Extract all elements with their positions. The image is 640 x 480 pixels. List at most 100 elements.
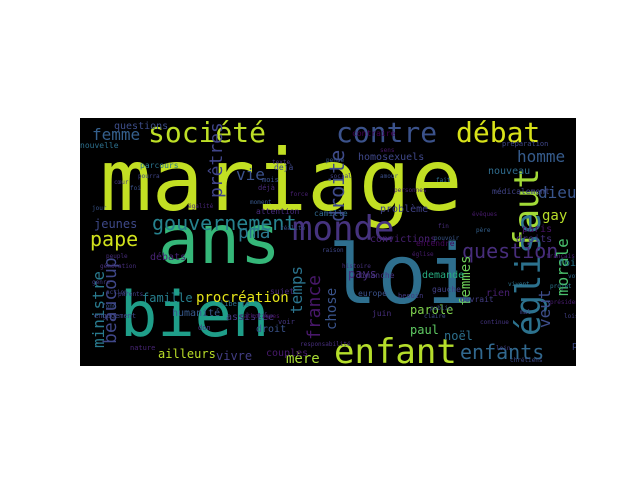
- cloud-word: chose: [324, 288, 340, 330]
- cloud-word: ministre: [89, 271, 108, 348]
- cloud-word: cœur: [114, 179, 129, 186]
- cloud-word: sens: [380, 147, 395, 154]
- cloud-word: dejà: [274, 163, 293, 172]
- cloud-word: droit: [256, 324, 286, 335]
- cloud-word: besoin: [398, 292, 423, 300]
- cloud-word: français: [546, 253, 575, 260]
- cloud-word: gay: [542, 208, 567, 224]
- cloud-word: pma: [238, 222, 271, 243]
- cloud-word: fin: [438, 223, 449, 230]
- cloud-word: projet: [550, 283, 572, 290]
- cloud-word: débat: [456, 118, 540, 149]
- cloud-word: débats: [150, 251, 186, 263]
- cloud-word: rien: [486, 288, 510, 299]
- cloud-word: beaucoup: [100, 257, 121, 344]
- cloud-word: enfant: [334, 332, 457, 366]
- cloud-word: femme: [92, 125, 140, 144]
- cloud-word: église: [412, 251, 434, 258]
- cloud-word: préparation: [502, 140, 548, 148]
- cloud-word: monde: [292, 209, 394, 249]
- cloud-word: amour: [380, 173, 398, 180]
- cloud-word: génération: [100, 263, 137, 270]
- cloud-word: gouvernement: [152, 211, 297, 235]
- cloud-word: convictions: [370, 234, 436, 245]
- cloud-word: loi: [328, 228, 476, 323]
- cloud-word: ans: [158, 201, 281, 280]
- cloud-word: force: [290, 191, 308, 198]
- cloud-word: paul: [410, 323, 439, 337]
- cloud-word: médicalement: [492, 186, 550, 196]
- cloud-word: mariage: [100, 131, 462, 231]
- cloud-word: catholiques: [240, 313, 280, 320]
- cloud-word: question: [462, 239, 558, 263]
- cloud-word: parcours: [140, 161, 179, 170]
- cloud-word: nouvelle: [80, 141, 119, 150]
- cloud-word: mal: [520, 309, 531, 316]
- cloud-word: attention: [256, 207, 300, 216]
- cloud-word: raison: [322, 247, 344, 254]
- cloud-word: entendre: [416, 239, 455, 248]
- cloud-word: mois: [262, 176, 279, 184]
- cloud-word: mère: [286, 351, 320, 366]
- cloud-word: continue: [480, 319, 509, 326]
- cloud-word: pense: [326, 157, 344, 164]
- cloud-word: jeunes: [94, 217, 137, 231]
- cloud-word: temps: [287, 266, 306, 314]
- cloud-word: vie: [236, 165, 265, 184]
- cloud-word: fois: [558, 258, 576, 269]
- cloud-word: nature: [130, 344, 155, 352]
- cloud-word: paris: [522, 224, 552, 235]
- cloud-word: pays: [348, 267, 377, 281]
- cloud-word: couples: [266, 348, 308, 359]
- cloud-word: parents: [118, 291, 144, 298]
- cloud-word: contre: [336, 118, 437, 149]
- cloud-word: pouvoir: [434, 235, 460, 242]
- cloud-word: église: [509, 213, 549, 336]
- cloud-word: france: [304, 275, 325, 340]
- cloud-word: action: [106, 289, 128, 296]
- cloud-word: famille: [142, 291, 193, 305]
- cloud-word: gauche: [432, 285, 461, 294]
- cloud-word: jour: [92, 205, 107, 212]
- cloud-word: peuple: [106, 253, 128, 260]
- cloud-word: contraire: [352, 129, 396, 138]
- cloud-word: europe: [358, 289, 387, 298]
- cloud-word: demande: [422, 270, 464, 281]
- cloud-word: évêques: [472, 211, 498, 218]
- cloud-word: camille: [314, 209, 348, 218]
- cloud-word: dimanche: [356, 271, 395, 280]
- cloud-word: égalité: [188, 203, 214, 210]
- word-cloud: mariage loi ans bien société contre débat monde…: [80, 118, 576, 366]
- cloud-word: questions: [114, 121, 168, 132]
- cloud-word: dieu: [538, 183, 576, 202]
- cloud-word: bien: [120, 278, 269, 351]
- cloud-word: devrait: [460, 295, 494, 304]
- cloud-word: point: [572, 341, 576, 351]
- cloud-word: nouveau: [488, 166, 530, 177]
- cloud-word: humanité: [172, 307, 220, 319]
- cloud-word: problème: [380, 203, 428, 215]
- cloud-word: vote: [568, 273, 576, 280]
- cloud-word: homme: [517, 147, 565, 166]
- cloud-word: noël: [444, 329, 473, 343]
- cloud-word: personnes: [394, 187, 427, 194]
- cloud-word: public: [430, 305, 452, 312]
- cloud-word: déjà: [258, 184, 275, 192]
- cloud-word: veut: [535, 289, 554, 328]
- cloud-word: faut: [507, 168, 547, 250]
- cloud-word: sujet: [270, 287, 294, 296]
- cloud-word: société: [148, 118, 266, 149]
- cloud-word: don: [198, 324, 211, 332]
- cloud-word: procréation: [196, 290, 289, 306]
- cloud-word: femmes: [458, 255, 474, 306]
- cloud-word: fond: [102, 303, 117, 310]
- cloud-word: lois: [564, 313, 576, 320]
- cloud-word: vivent: [508, 281, 530, 288]
- cloud-word: claire: [424, 313, 446, 320]
- cloud-word: engagement: [94, 312, 136, 320]
- cloud-word: enfants: [460, 340, 544, 364]
- cloud-word: parole: [410, 303, 453, 317]
- cloud-word: responsabilité: [300, 341, 351, 348]
- cloud-word: juin: [372, 309, 391, 318]
- cloud-word: social: [330, 173, 352, 180]
